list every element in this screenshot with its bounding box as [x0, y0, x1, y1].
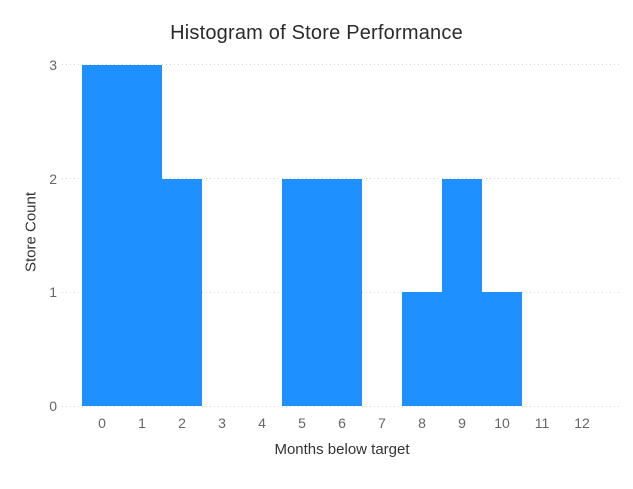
x-tick-label-12: 12 — [574, 415, 590, 431]
y-tick-label-2: 2 — [49, 170, 57, 187]
x-tick-label-10: 10 — [494, 415, 510, 431]
x-tick-label-6: 6 — [338, 415, 346, 431]
histogram-bar-x2[interactable] — [162, 178, 202, 406]
y-tick-labels: 0 1 2 3 — [0, 56, 57, 414]
histogram-bar-x0[interactable] — [82, 64, 122, 406]
histogram-bar-x8[interactable] — [402, 292, 442, 406]
x-tick-label-5: 5 — [298, 415, 306, 431]
x-tick-labels: 0 1 2 3 4 5 6 7 8 9 10 11 12 — [62, 413, 622, 433]
histogram-bar-x10[interactable] — [482, 292, 522, 406]
x-tick-label-11: 11 — [534, 415, 550, 431]
x-tick-label-7: 7 — [378, 415, 386, 431]
x-tick-label-8: 8 — [418, 415, 426, 431]
y-tick-label-3: 3 — [49, 56, 57, 73]
histogram-bar-x1[interactable] — [122, 64, 162, 406]
x-tick-label-9: 9 — [458, 415, 466, 431]
x-axis-title: Months below target — [274, 441, 410, 458]
x-tick-label-2: 2 — [178, 415, 186, 431]
histogram-bar-x5[interactable] — [282, 178, 322, 406]
histogram-bar-x6[interactable] — [322, 178, 362, 406]
x-tick-label-0: 0 — [98, 415, 106, 431]
x-tick-label-1: 1 — [138, 415, 146, 431]
y-tick-label-1: 1 — [49, 284, 57, 301]
y-tick-label-0: 0 — [49, 398, 57, 414]
x-tick-label-4: 4 — [258, 415, 266, 431]
x-tick-label-3: 3 — [218, 415, 226, 431]
histogram-bar-x9[interactable] — [442, 178, 482, 406]
chart-title: Histogram of Store Performance — [170, 22, 463, 44]
plot-area — [62, 58, 622, 407]
